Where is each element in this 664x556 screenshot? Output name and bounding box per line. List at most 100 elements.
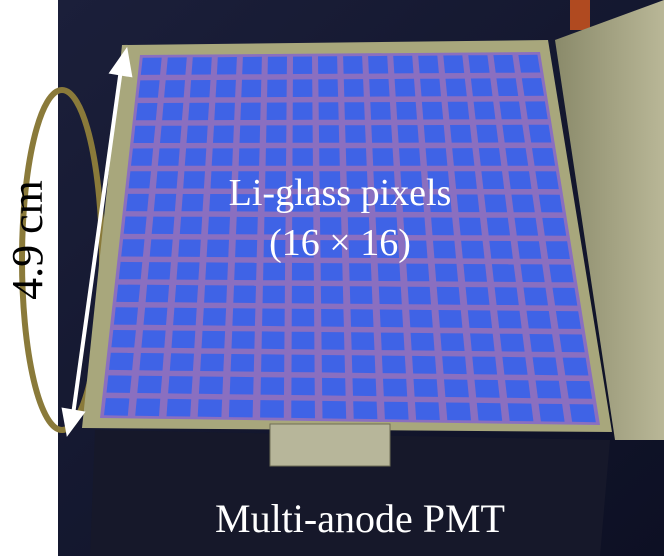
pixel [484, 195, 507, 213]
pixel [495, 287, 519, 305]
pixel [160, 126, 182, 143]
pixel [292, 309, 315, 327]
pixel [322, 401, 346, 419]
pixel [383, 379, 407, 397]
pixel [381, 333, 405, 351]
pixel [293, 125, 313, 143]
pixel [435, 264, 458, 282]
pixel [343, 56, 363, 74]
pixel [131, 148, 153, 165]
pixel [166, 57, 187, 74]
pixel [471, 78, 493, 96]
pixel [267, 80, 287, 98]
pixel [240, 103, 260, 120]
pixel [521, 264, 545, 282]
pixel [502, 125, 525, 143]
pixel [121, 239, 144, 256]
pixel [213, 126, 234, 143]
pixel [266, 125, 286, 142]
pixel [559, 334, 584, 352]
pixel [368, 56, 388, 74]
pixel [135, 399, 160, 417]
pixel [431, 218, 454, 236]
pixel [230, 377, 254, 395]
pixel [291, 401, 315, 419]
pixel [420, 79, 441, 97]
pixel [319, 125, 339, 143]
pixel [168, 376, 193, 394]
pixel [199, 377, 223, 395]
pixel [202, 331, 226, 349]
pixel [229, 400, 253, 418]
pixel [505, 148, 528, 166]
pixel [414, 379, 439, 397]
pixel [293, 79, 313, 97]
pixel [187, 126, 208, 143]
pixel [344, 79, 364, 97]
pixel [167, 399, 192, 417]
pixel [408, 287, 431, 305]
pixel [177, 262, 200, 279]
pixel [318, 56, 338, 74]
pixel [454, 171, 477, 189]
pixel [141, 330, 165, 348]
pixel [411, 333, 435, 351]
pixel [415, 402, 440, 420]
pixel [234, 263, 256, 281]
pixel [156, 171, 178, 188]
pixel [409, 310, 433, 328]
pixel [292, 263, 314, 281]
pixel [162, 103, 183, 120]
pixel [527, 311, 552, 329]
pixel [439, 310, 463, 328]
pixel [188, 103, 209, 120]
pixel [353, 378, 377, 396]
pixel [164, 80, 185, 97]
pixel [529, 125, 552, 143]
pixel [111, 330, 135, 348]
pixel [204, 285, 227, 303]
pixel [500, 334, 525, 352]
pixel [207, 240, 229, 258]
pixel [216, 80, 236, 97]
pixel [530, 334, 555, 352]
pixel [502, 357, 527, 375]
pixel [137, 376, 162, 394]
pixel [266, 148, 287, 165]
pixel [293, 57, 312, 75]
pixel [440, 333, 464, 351]
pixel [190, 80, 211, 97]
pixel [518, 55, 540, 73]
pixel [350, 286, 373, 304]
pixel [477, 403, 502, 421]
pixel [235, 240, 257, 257]
pixel [489, 241, 513, 259]
pixel [532, 148, 555, 166]
pixel [536, 381, 562, 399]
pixel [424, 125, 446, 143]
pixel [319, 148, 340, 165]
pixel [468, 55, 489, 73]
length-label: 4.9 cm [3, 180, 52, 300]
pixel [262, 309, 285, 327]
pixel [136, 103, 158, 120]
pixel [345, 125, 366, 143]
pixel [104, 398, 129, 416]
pixel [261, 377, 285, 395]
pixel [384, 402, 409, 420]
pixel [459, 218, 482, 236]
pixel [200, 354, 224, 372]
pixel [114, 307, 138, 325]
pixel [318, 79, 338, 97]
pixel [474, 102, 496, 120]
pixel [539, 195, 563, 213]
pixel [566, 381, 592, 399]
pixel [525, 101, 548, 119]
pixel [442, 356, 467, 374]
pixel [549, 265, 574, 283]
pixel [418, 56, 439, 74]
pixel [398, 125, 419, 143]
pixel [422, 102, 443, 120]
pixel [468, 310, 492, 328]
pixel [570, 404, 596, 422]
